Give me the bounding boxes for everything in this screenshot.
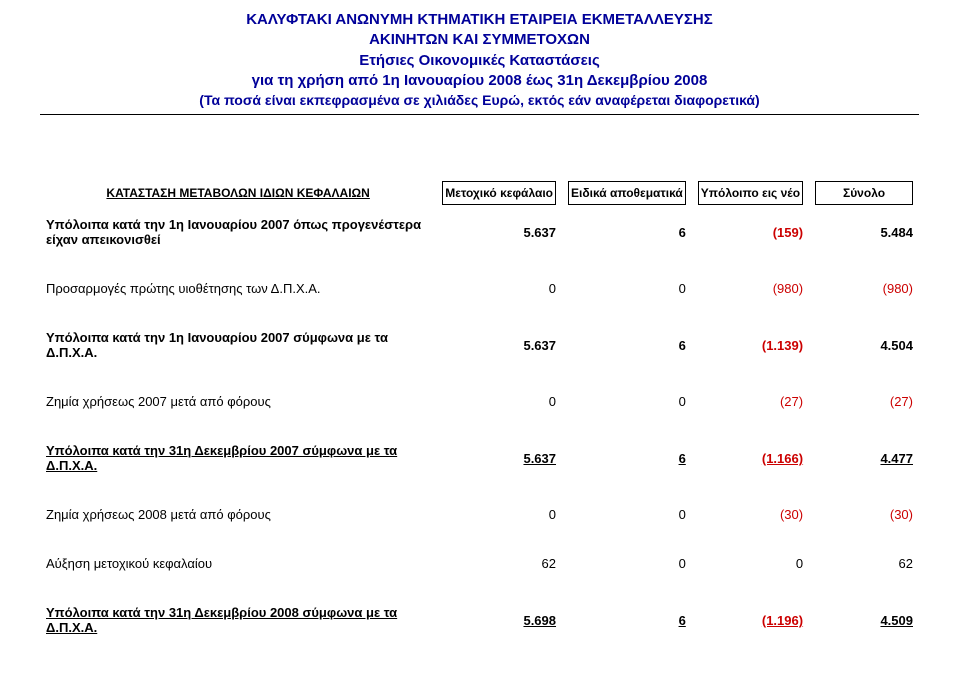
row-spacer bbox=[40, 577, 919, 599]
col-retained: Υπόλοιπο εις νέο bbox=[692, 175, 809, 211]
row-value-c3: (1.196) bbox=[692, 599, 809, 641]
row-spacer bbox=[40, 253, 919, 275]
row-value-c1: 0 bbox=[436, 501, 562, 528]
col-special-reserves-label: Ειδικά αποθεματικά bbox=[568, 181, 686, 205]
row-value-c4: 62 bbox=[809, 550, 919, 577]
row-value-c4: (27) bbox=[809, 388, 919, 415]
table-row: Αύξηση μετοχικού κεφαλαίου620062 bbox=[40, 550, 919, 577]
row-value-c2: 6 bbox=[562, 599, 692, 641]
col-total: Σύνολο bbox=[809, 175, 919, 211]
row-label: Υπόλοιπα κατά την 1η Ιανουαρίου 2007 όπω… bbox=[40, 211, 436, 253]
row-value-c1: 5.637 bbox=[436, 211, 562, 253]
row-value-c1: 0 bbox=[436, 388, 562, 415]
row-value-c4: (980) bbox=[809, 275, 919, 302]
row-spacer bbox=[40, 641, 919, 663]
col-total-label: Σύνολο bbox=[815, 181, 913, 205]
row-value-c2: 6 bbox=[562, 211, 692, 253]
table-row: Προσαρμογές πρώτης υιοθέτησης των Δ.Π.Χ.… bbox=[40, 275, 919, 302]
row-value-c2: 6 bbox=[562, 324, 692, 366]
row-label: Υπόλοιπα κατά την 1η Ιανουαρίου 2007 σύμ… bbox=[40, 324, 436, 366]
spacer-cell bbox=[40, 415, 919, 437]
spacer-cell bbox=[40, 302, 919, 324]
table-row: Υπόλοιπα κατά την 1η Ιανουαρίου 2007 όπω… bbox=[40, 211, 919, 253]
row-value-c3: (1.166) bbox=[692, 437, 809, 479]
equity-table-container: ΚΑΤΑΣΤΑΣΗ ΜΕΤΑΒΟΛΩΝ ΙΔΙΩΝ ΚΕΦΑΛΑΙΩΝ Μετο… bbox=[40, 175, 919, 663]
row-value-c3: (1.139) bbox=[692, 324, 809, 366]
row-label: Ζημία χρήσεως 2007 μετά από φόρους bbox=[40, 388, 436, 415]
row-label: Αύξηση μετοχικού κεφαλαίου bbox=[40, 550, 436, 577]
row-value-c4: (30) bbox=[809, 501, 919, 528]
table-title: ΚΑΤΑΣΤΑΣΗ ΜΕΤΑΒΟΛΩΝ ΙΔΙΩΝ ΚΕΦΑΛΑΙΩΝ bbox=[40, 175, 436, 211]
row-spacer bbox=[40, 366, 919, 388]
spacer-cell bbox=[40, 366, 919, 388]
row-spacer bbox=[40, 302, 919, 324]
col-share-capital-label: Μετοχικό κεφάλαιο bbox=[442, 181, 556, 205]
row-value-c3: (27) bbox=[692, 388, 809, 415]
row-value-c1: 62 bbox=[436, 550, 562, 577]
row-spacer bbox=[40, 479, 919, 501]
row-value-c4: 4.504 bbox=[809, 324, 919, 366]
row-value-c2: 0 bbox=[562, 275, 692, 302]
row-value-c4: 4.509 bbox=[809, 599, 919, 641]
row-value-c2: 0 bbox=[562, 388, 692, 415]
row-value-c3: 0 bbox=[692, 550, 809, 577]
col-retained-label: Υπόλοιπο εις νέο bbox=[698, 181, 803, 205]
statement-title: Ετήσιες Οικονομικές Καταστάσεις bbox=[40, 51, 919, 71]
row-label: Υπόλοιπα κατά την 31η Δεκεμβρίου 2008 σύ… bbox=[40, 599, 436, 641]
row-value-c3: (159) bbox=[692, 211, 809, 253]
spacer-cell bbox=[40, 577, 919, 599]
table-row: Υπόλοιπα κατά την 31η Δεκεμβρίου 2007 σύ… bbox=[40, 437, 919, 479]
table-header-row: ΚΑΤΑΣΤΑΣΗ ΜΕΤΑΒΟΛΩΝ ΙΔΙΩΝ ΚΕΦΑΛΑΙΩΝ Μετο… bbox=[40, 175, 919, 211]
row-value-c4: 4.477 bbox=[809, 437, 919, 479]
row-value-c4: 5.484 bbox=[809, 211, 919, 253]
row-label: Ζημία χρήσεως 2008 μετά από φόρους bbox=[40, 501, 436, 528]
spacer-cell bbox=[40, 641, 919, 663]
equity-changes-table: ΚΑΤΑΣΤΑΣΗ ΜΕΤΑΒΟΛΩΝ ΙΔΙΩΝ ΚΕΦΑΛΑΙΩΝ Μετο… bbox=[40, 175, 919, 663]
table-row: Υπόλοιπα κατά την 31η Δεκεμβρίου 2008 σύ… bbox=[40, 599, 919, 641]
table-row: Υπόλοιπα κατά την 1η Ιανουαρίου 2007 σύμ… bbox=[40, 324, 919, 366]
row-value-c1: 5.637 bbox=[436, 324, 562, 366]
row-label: Προσαρμογές πρώτης υιοθέτησης των Δ.Π.Χ.… bbox=[40, 275, 436, 302]
row-label: Υπόλοιπα κατά την 31η Δεκεμβρίου 2007 σύ… bbox=[40, 437, 436, 479]
col-special-reserves: Ειδικά αποθεματικά bbox=[562, 175, 692, 211]
row-value-c1: 0 bbox=[436, 275, 562, 302]
row-value-c3: (980) bbox=[692, 275, 809, 302]
equity-table-body: Υπόλοιπα κατά την 1η Ιανουαρίου 2007 όπω… bbox=[40, 211, 919, 663]
row-value-c2: 0 bbox=[562, 501, 692, 528]
row-value-c1: 5.698 bbox=[436, 599, 562, 641]
table-row: Ζημία χρήσεως 2008 μετά από φόρους00(30)… bbox=[40, 501, 919, 528]
currency-note: (Τα ποσά είναι εκπεφρασμένα σε χιλιάδες … bbox=[40, 91, 919, 110]
spacer-cell bbox=[40, 528, 919, 550]
row-value-c2: 6 bbox=[562, 437, 692, 479]
row-value-c3: (30) bbox=[692, 501, 809, 528]
document-header: ΚΑΛΥΦΤΑΚΙ ΑΝΩΝΥΜΗ ΚΤΗΜΑΤΙΚΗ ΕΤΑΙΡΕΙΑ ΕΚΜ… bbox=[40, 10, 919, 115]
row-spacer bbox=[40, 415, 919, 437]
table-row: Ζημία χρήσεως 2007 μετά από φόρους00(27)… bbox=[40, 388, 919, 415]
company-name-line1: ΚΑΛΥΦΤΑΚΙ ΑΝΩΝΥΜΗ ΚΤΗΜΑΤΙΚΗ ΕΤΑΙΡΕΙΑ ΕΚΜ… bbox=[40, 10, 919, 30]
page: ΚΑΛΥΦΤΑΚΙ ΑΝΩΝΥΜΗ ΚΤΗΜΑΤΙΚΗ ΕΤΑΙΡΕΙΑ ΕΚΜ… bbox=[0, 0, 959, 683]
company-name-line2: ΑΚΙΝΗΤΩΝ ΚΑΙ ΣΥΜΜΕΤΟΧΩΝ bbox=[40, 30, 919, 50]
col-share-capital: Μετοχικό κεφάλαιο bbox=[436, 175, 562, 211]
row-spacer bbox=[40, 528, 919, 550]
spacer-cell bbox=[40, 253, 919, 275]
row-value-c1: 5.637 bbox=[436, 437, 562, 479]
period-line: για τη χρήση από 1η Ιανουαρίου 2008 έως … bbox=[40, 71, 919, 91]
row-value-c2: 0 bbox=[562, 550, 692, 577]
spacer-cell bbox=[40, 479, 919, 501]
